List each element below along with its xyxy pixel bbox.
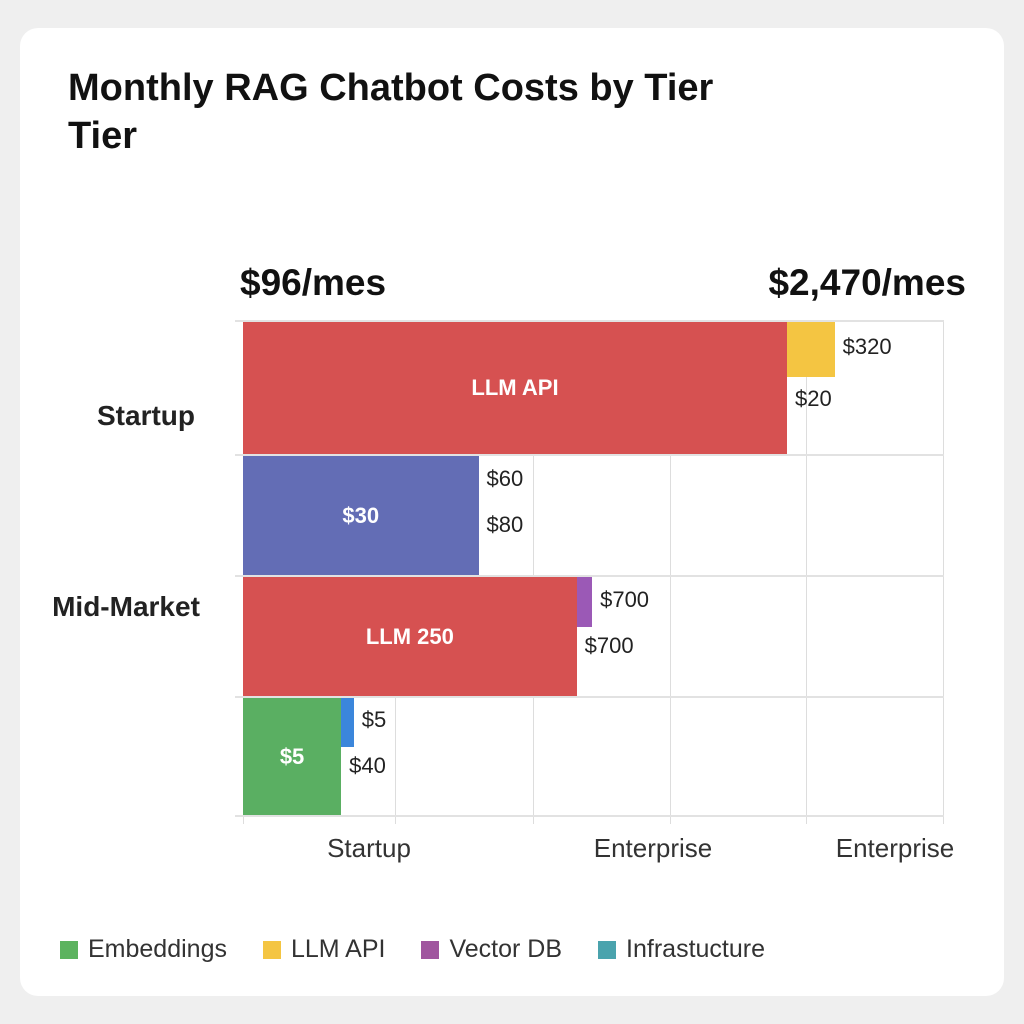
x-tick-label: Startup <box>327 833 411 863</box>
legend-item-vector-db: Vector DB <box>421 935 562 964</box>
gridline-horizontal <box>235 815 944 817</box>
y-label-startup: Startup <box>97 400 195 431</box>
x-tick-label: Enterprise <box>835 833 955 863</box>
bar-segment <box>576 577 593 627</box>
legend: Embeddings LLM API Vector DB Infrastuctu… <box>60 935 801 964</box>
value-label-bottom: $40 <box>349 752 386 778</box>
value-label-bottom: $20 <box>794 385 832 411</box>
legend-swatch <box>598 940 617 959</box>
title-line-2: Tier <box>68 115 138 157</box>
title-line-1: Monthly RAG Chatbot Costs by Tier <box>68 67 714 109</box>
legend-swatch <box>421 940 440 959</box>
chart-card <box>20 28 1004 996</box>
right-total-label: $2,470/mes <box>768 262 966 303</box>
plot-area: LLM API $320 $20 $30 $60 $80 LLM 250 $700 $700 $5… <box>235 320 944 824</box>
legend-swatch <box>262 940 281 959</box>
legend-label: Vector DB <box>449 935 563 963</box>
y-label-mid-market: Mid-Market <box>52 591 200 622</box>
bar-inside-label: $30 <box>342 502 380 528</box>
legend-item-infrastructure: Infrastucture <box>598 935 765 964</box>
bar-segment <box>243 698 342 815</box>
value-label-top: $320 <box>842 334 892 360</box>
legend-swatch <box>60 940 78 959</box>
legend-label: Embeddings <box>88 935 227 963</box>
value-label-top: $700 <box>600 586 650 612</box>
x-tick-label: Enterprise <box>593 833 713 863</box>
bar-segment <box>243 456 479 575</box>
value-label-bottom: $80 <box>486 512 524 538</box>
legend-label: LLM API <box>290 935 386 963</box>
gridline-horizontal <box>235 575 944 577</box>
bar-segment <box>243 577 577 696</box>
gridline-vertical <box>533 321 534 824</box>
value-label-bottom: $700 <box>584 633 634 659</box>
bar-segment <box>786 322 835 378</box>
legend-item-llm-api: LLM API <box>262 935 386 964</box>
value-label-top: $60 <box>486 465 524 491</box>
gridline-horizontal <box>235 454 944 456</box>
gridline-vertical <box>670 321 671 824</box>
bar-segment <box>243 322 787 454</box>
gridline-vertical <box>806 321 807 824</box>
legend-item-embeddings: Embeddings <box>60 935 227 964</box>
gridline-vertical <box>943 321 944 824</box>
left-total-label: $96/mes <box>240 262 387 303</box>
bar-inside-label: $5 <box>279 743 305 769</box>
value-label-top: $5 <box>361 707 387 733</box>
bar-segment <box>341 698 354 748</box>
bar-inside-label: LLM 250 <box>365 623 454 649</box>
legend-label: Infrastucture <box>626 935 765 963</box>
chart-title: Monthly RAG Chatbot Costs by Tier Tier <box>68 64 713 160</box>
bar-inside-label: LLM API <box>471 375 559 400</box>
gridline-horizontal <box>235 696 944 698</box>
gridline-horizontal <box>235 320 944 322</box>
